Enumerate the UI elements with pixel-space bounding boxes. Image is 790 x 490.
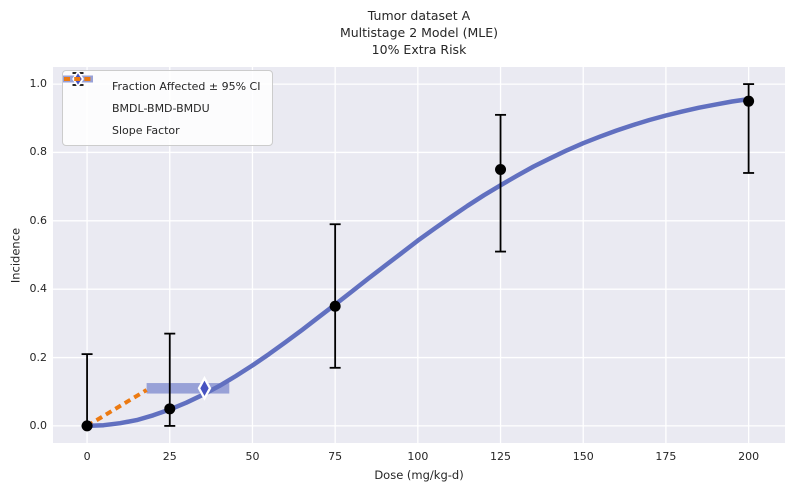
y-tick-label: 0.4 (29, 282, 48, 296)
bmd-interval-band (146, 383, 230, 394)
fitted-curve (84, 96, 751, 429)
x-tick-label: 125 (490, 450, 512, 463)
x-tick-label: 50 (245, 450, 260, 463)
x-tick-label: 150 (572, 450, 594, 463)
legend-label-slope-factor: Slope Factor (112, 123, 180, 137)
title-line-3: 10% Extra Risk (371, 42, 467, 57)
title-line-1: Tumor dataset A (367, 8, 471, 23)
y-tick-label: 1.0 (29, 77, 48, 91)
slope-factor-icon (64, 77, 103, 138)
data-point (495, 164, 507, 176)
legend: Fraction Affected ± 95% CI BMDL-BMD-BMDU (62, 70, 274, 146)
y-tick-label: 0.0 (29, 418, 48, 432)
data-point (164, 403, 176, 415)
x-tick-label: 0 (83, 450, 91, 463)
x-tick-label: 175 (655, 450, 677, 463)
plot-area: Fraction Affected ± 95% CI BMDL-BMD-BMDU (53, 67, 785, 443)
x-tick-label: 100 (407, 450, 429, 463)
legend-label-observations: Fraction Affected ± 95% CI (112, 79, 261, 93)
legend-row-bmd-interval: BMDL-BMD-BMDU (63, 71, 260, 116)
y-tick-label: 0.8 (29, 145, 48, 159)
y-tick-label: 0.6 (29, 213, 48, 227)
slope-factor-line (86, 388, 148, 428)
legend-label-bmd-interval: BMDL-BMD-BMDU (112, 101, 210, 115)
bmd-interval-icon (63, 71, 103, 116)
bmd-diamond (197, 375, 212, 401)
x-axis-label: Dose (mg/kg-d) (374, 468, 464, 482)
legend-row-observations: Fraction Affected ± 95% CI (71, 72, 261, 94)
plot-canvas (53, 67, 785, 443)
x-tick-label: 75 (328, 450, 343, 463)
x-tick-label: 25 (162, 450, 177, 463)
y-tick-label: 0.2 (29, 350, 48, 364)
data-point (329, 300, 341, 312)
y-axis-label: Incidence (8, 227, 23, 284)
title-line-2: Multistage 2 Model (MLE) (339, 25, 499, 40)
chart-title: Tumor dataset A Multistage 2 Model (MLE)… (53, 7, 785, 58)
data-point (81, 420, 93, 432)
x-tick-label: 200 (738, 450, 760, 463)
legend-row-slope-factor: Slope Factor (64, 77, 260, 138)
data-point (743, 95, 755, 107)
